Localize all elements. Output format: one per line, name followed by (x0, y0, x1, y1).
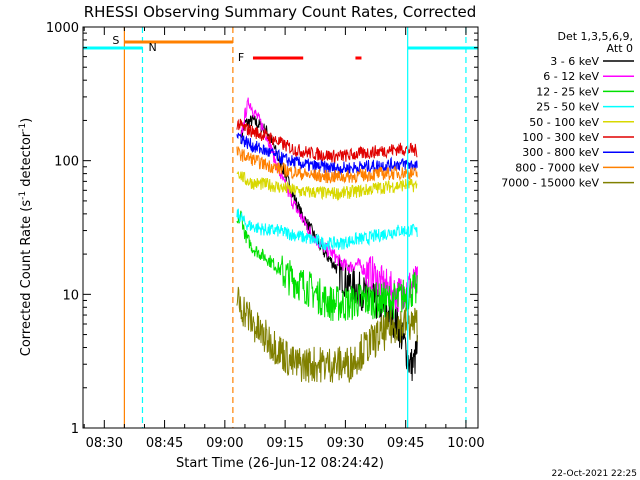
flag-label-f: F (238, 51, 244, 64)
legend-header: Det 1,3,5,6,9, (557, 30, 633, 43)
x-tick-label: 09:00 (206, 436, 243, 451)
legend-entry: 50 - 100 keV (529, 116, 634, 129)
footer-timestamp: 22-Oct-2021 22:25 (552, 469, 637, 479)
legend-label: 3 - 6 keV (550, 55, 599, 68)
plot-frame (82, 26, 479, 429)
ylabel-end: ) (19, 118, 34, 123)
legend-entry: 12 - 25 keV (536, 85, 634, 98)
series-line-8 (236, 286, 418, 383)
y-axis-label: Corrected Count Rate (s-1 detector-1) (18, 118, 34, 356)
legend-entry: 800 - 7000 keV (515, 161, 634, 174)
legend-entry: 7000 - 15000 keV (501, 177, 634, 190)
series-line-5 (236, 118, 418, 165)
legend-label: 6 - 12 keV (543, 70, 599, 83)
flag-label-n: N (148, 41, 156, 54)
x-axis-label: Start Time (26-Jun-12 08:24:42) (176, 456, 384, 471)
legend-label: 25 - 50 keV (536, 101, 599, 114)
y-tick-label: 100 (54, 155, 79, 170)
x-tick-label: 08:30 (86, 436, 123, 451)
flag-label-s: S (112, 34, 119, 47)
x-tick-label: 09:45 (387, 436, 424, 451)
legend-label: 100 - 300 keV (522, 131, 599, 144)
attenuator-flags: S N F (83, 27, 478, 428)
y-tick-label: 1000 (46, 21, 79, 36)
series-line-1 (240, 97, 418, 312)
axes: 1 10 100 1000 08:30 08:45 09:00 09:15 09:30 09:45… (46, 21, 485, 451)
ylabel-sup1: -1 (18, 191, 28, 200)
series-line-4 (236, 171, 418, 202)
series-line-3 (236, 208, 418, 251)
legend-label: 800 - 7000 keV (515, 161, 599, 174)
series-line-2 (236, 210, 418, 322)
legend-entry: 25 - 50 keV (536, 101, 634, 114)
ylabel-mid: detector (19, 131, 34, 191)
x-tick-label: 10:00 (447, 436, 484, 451)
series-line-6 (236, 132, 418, 176)
chart-title: RHESSI Observing Summary Count Rates, Co… (84, 3, 477, 21)
ylabel-sup2: -1 (18, 123, 28, 132)
legend-entry: 300 - 800 keV (522, 146, 634, 159)
x-tick-label: 08:45 (146, 436, 183, 451)
legend-label: 300 - 800 keV (522, 146, 599, 159)
legend-entry: 100 - 300 keV (522, 131, 634, 144)
x-tick-label: 09:30 (327, 436, 364, 451)
legend-entry: 3 - 6 keV (550, 55, 634, 68)
ylabel-main: Corrected Count Rate (s (19, 200, 34, 357)
legend-label: 50 - 100 keV (529, 116, 599, 129)
series-layer (236, 97, 418, 383)
y-tick-label: 1 (71, 422, 79, 437)
legend-entry: 6 - 12 keV (543, 70, 634, 83)
x-tick-label: 09:15 (266, 436, 303, 451)
legend-header: Att 0 (607, 42, 633, 55)
legend: Det 1,3,5,6,9,Att 0 3 - 6 keV 6 - 12 keV 12… (501, 30, 634, 190)
legend-label: 7000 - 15000 keV (501, 177, 599, 190)
y-tick-label: 10 (62, 288, 79, 303)
series-line-7 (236, 145, 418, 184)
legend-label: 12 - 25 keV (536, 85, 599, 98)
